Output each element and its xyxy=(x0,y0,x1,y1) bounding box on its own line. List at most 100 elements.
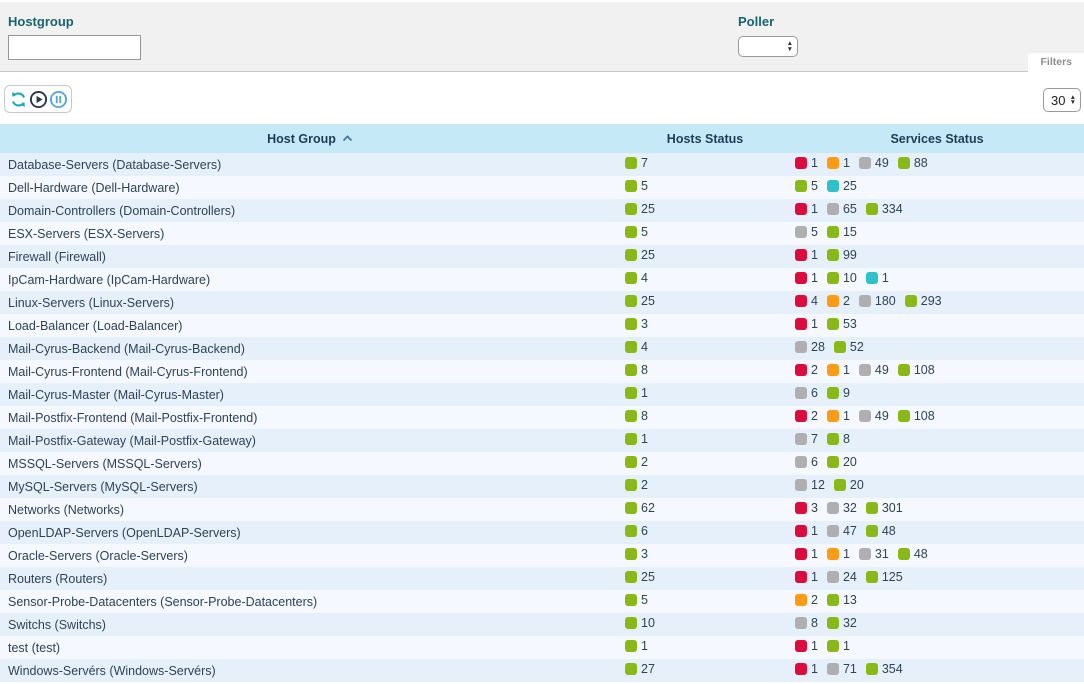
hostgroup-input[interactable] xyxy=(8,35,141,60)
unknown-status-icon xyxy=(858,156,871,169)
table-row[interactable]: Routers (Routers) 25 1 24 125 xyxy=(0,567,1084,590)
table-row[interactable]: Oracle-Servers (Oracle-Servers) 3 1 1 31 48 xyxy=(0,544,1084,567)
status-badge: 1 xyxy=(795,156,818,170)
table-row[interactable]: Mail-Postfix-Frontend (Mail-Postfix-Fron… xyxy=(0,406,1084,429)
table-row[interactable]: Load-Balancer (Load-Balancer) 3 1 53 xyxy=(0,314,1084,337)
ok-status-icon xyxy=(625,386,637,399)
pause-button[interactable] xyxy=(49,89,68,109)
table-row[interactable]: Mail-Cyrus-Backend (Mail-Cyrus-Backend) … xyxy=(0,337,1084,360)
hostgroup-name: Mail-Postfix-Frontend (Mail-Postfix-Fron… xyxy=(8,410,258,425)
status-badge: 25 xyxy=(625,202,655,216)
page-size-value: 30 xyxy=(1051,92,1066,108)
column-header-services-status[interactable]: Services Status xyxy=(790,124,1084,153)
ok-status-icon xyxy=(625,179,637,192)
services-status-cell: 8 32 xyxy=(790,613,1084,636)
status-count: 1 xyxy=(811,247,818,262)
table-row[interactable]: Switchs (Switchs) 10 8 32 xyxy=(0,613,1084,636)
table-row[interactable]: ESX-Servers (ESX-Servers) 5 5 15 xyxy=(0,222,1084,245)
table-row[interactable]: Mail-Cyrus-Frontend (Mail-Cyrus-Frontend… xyxy=(0,360,1084,383)
table-row[interactable]: Dell-Hardware (Dell-Hardware) 5 5 25 xyxy=(0,176,1084,199)
column-header-host-group[interactable]: Host Group xyxy=(0,124,620,153)
status-count: 48 xyxy=(913,546,928,561)
page-size-select[interactable]: 30 xyxy=(1043,88,1081,112)
ok-status-icon xyxy=(826,386,839,399)
ok-status-icon xyxy=(625,593,637,606)
table-row[interactable]: Mail-Cyrus-Master (Mail-Cyrus-Master) 1 … xyxy=(0,383,1084,406)
select-stepper-icon xyxy=(1070,95,1076,106)
status-count: 12 xyxy=(811,477,825,492)
table-row[interactable]: Linux-Servers (Linux-Servers) 25 4 2 180 29… xyxy=(0,291,1084,314)
warning-status-icon xyxy=(795,593,807,606)
poller-label: Poller xyxy=(738,14,775,29)
table-row[interactable]: Networks (Networks) 62 3 32 301 xyxy=(0,498,1084,521)
toolbar: 30 xyxy=(0,72,1084,124)
filters-tab[interactable]: Filters xyxy=(1028,53,1084,72)
hostgroup-name: Database-Servers (Database-Servers) xyxy=(8,157,222,172)
status-badge: 71 xyxy=(826,662,857,676)
column-header-hosts-status[interactable]: Hosts Status xyxy=(620,124,790,153)
status-count: 20 xyxy=(849,477,864,492)
status-badge: 13 xyxy=(826,593,857,607)
status-count: 3 xyxy=(811,500,818,515)
table-row[interactable]: IpCam-Hardware (IpCam-Hardware) 4 1 10 1 xyxy=(0,268,1084,291)
table-row[interactable]: Windows-Servérs (Windows-Servérs) 27 1 71… xyxy=(0,659,1084,682)
hosts-status-cell: 25 xyxy=(620,199,790,222)
hosts-status-cell: 6 xyxy=(620,521,790,544)
hosts-status-cell: 25 xyxy=(620,245,790,268)
table-row[interactable]: Sensor-Probe-Datacenters (Sensor-Probe-D… xyxy=(0,590,1084,613)
status-badge: 10 xyxy=(826,270,857,285)
unknown-status-icon xyxy=(795,455,807,468)
ok-status-icon xyxy=(625,478,637,491)
status-badge: 88 xyxy=(897,156,928,170)
poller-filter-field: Poller xyxy=(738,14,798,57)
status-badge: 1 xyxy=(795,271,818,285)
status-count: 1 xyxy=(811,638,818,653)
ok-status-icon xyxy=(625,662,637,675)
status-count: 4 xyxy=(811,293,818,308)
status-count: 8 xyxy=(641,408,648,423)
status-count: 2 xyxy=(842,293,850,308)
status-badge: 1 xyxy=(795,524,818,538)
play-button[interactable] xyxy=(29,89,48,109)
hosts-status-cell: 8 xyxy=(620,360,790,383)
status-count: 5 xyxy=(811,178,818,193)
hostgroup-name: Oracle-Servers (Oracle-Servers) xyxy=(8,548,188,563)
services-status-cell: 1 1 31 48 xyxy=(790,544,1084,567)
status-count: 10 xyxy=(842,270,857,285)
unknown-status-icon xyxy=(826,202,839,215)
status-badge: 7 xyxy=(795,432,818,446)
status-count: 354 xyxy=(881,661,903,676)
status-badge: 48 xyxy=(865,524,896,538)
status-badge: 1 xyxy=(865,271,889,285)
status-count: 32 xyxy=(842,500,857,515)
table-row[interactable]: MySQL-Servers (MySQL-Servers) 2 12 20 xyxy=(0,475,1084,498)
ok-status-icon xyxy=(625,248,637,261)
ok-status-icon xyxy=(826,616,839,629)
status-badge: 1 xyxy=(795,248,818,262)
status-badge: 1 xyxy=(795,547,818,561)
table-row[interactable]: Mail-Postfix-Gateway (Mail-Postfix-Gatew… xyxy=(0,429,1084,452)
status-badge: 20 xyxy=(833,477,864,492)
table-row[interactable]: Domain-Controllers (Domain-Controllers) … xyxy=(0,199,1084,222)
status-badge: 1 xyxy=(795,662,818,676)
status-count: 53 xyxy=(842,316,857,331)
unknown-status-icon xyxy=(858,294,871,307)
status-count: 3 xyxy=(641,316,648,331)
status-badge: 334 xyxy=(865,202,903,216)
status-badge: 301 xyxy=(865,501,903,515)
table-row[interactable]: OpenLDAP-Servers (OpenLDAP-Servers) 6 1 4… xyxy=(0,521,1084,544)
services-status-cell: 28 52 xyxy=(790,337,1084,360)
status-count: 4 xyxy=(641,339,648,354)
table-row[interactable]: MSSQL-Servers (MSSQL-Servers) 2 6 20 xyxy=(0,452,1084,475)
ok-status-icon xyxy=(625,202,637,215)
refresh-button[interactable] xyxy=(9,89,28,109)
hosts-status-cell: 3 xyxy=(620,544,790,567)
status-count: 2 xyxy=(641,454,648,469)
status-badge: 6 xyxy=(625,524,648,538)
table-row[interactable]: Firewall (Firewall) 25 1 99 xyxy=(0,245,1084,268)
poller-select[interactable] xyxy=(738,36,798,57)
